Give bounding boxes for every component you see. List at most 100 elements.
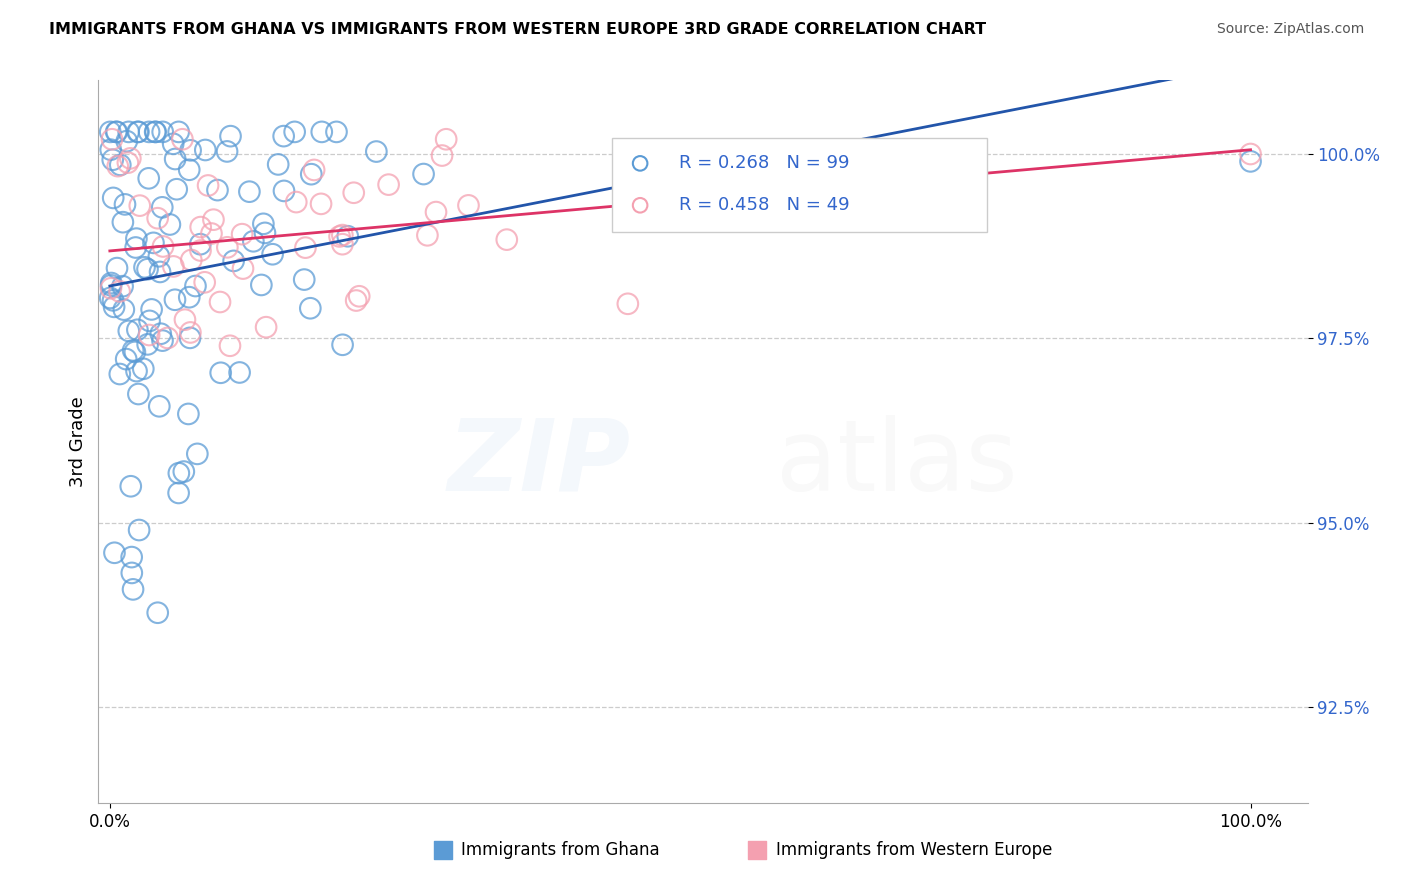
Point <box>100 278 122 293</box>
Point <box>103 300 125 314</box>
Point <box>101 132 124 146</box>
Text: Immigrants from Western Europe: Immigrants from Western Europe <box>776 841 1052 859</box>
Point <box>302 163 325 178</box>
Point <box>309 197 332 211</box>
Point <box>138 314 160 328</box>
Point <box>186 447 208 461</box>
Point <box>108 285 131 299</box>
Point <box>105 125 128 139</box>
Point <box>138 328 160 343</box>
Point <box>174 312 197 326</box>
Point <box>325 125 347 139</box>
Point <box>111 279 134 293</box>
Point <box>250 277 273 292</box>
Point <box>146 211 169 226</box>
Point <box>110 158 132 172</box>
Point <box>114 197 136 211</box>
Point <box>254 320 277 334</box>
Point <box>434 132 457 146</box>
Point <box>194 275 217 289</box>
Point <box>207 183 229 197</box>
Point <box>336 229 359 244</box>
Point <box>115 352 138 367</box>
Point <box>173 465 195 479</box>
Point <box>105 125 128 139</box>
Point <box>117 125 139 139</box>
Point <box>1239 147 1261 161</box>
Text: Source: ZipAtlas.com: Source: ZipAtlas.com <box>1216 22 1364 37</box>
Text: R = 0.458   N = 49: R = 0.458 N = 49 <box>679 196 849 214</box>
Point <box>111 215 134 229</box>
FancyBboxPatch shape <box>613 138 987 232</box>
Point <box>253 226 276 240</box>
Point <box>457 198 479 212</box>
Point <box>136 262 159 277</box>
Point <box>179 326 201 340</box>
Point <box>273 184 295 198</box>
Point <box>197 178 219 193</box>
Point <box>100 143 122 157</box>
Point <box>311 125 333 139</box>
Point <box>232 261 254 276</box>
Point <box>217 240 239 254</box>
Point <box>179 290 201 304</box>
Point <box>128 199 150 213</box>
Y-axis label: 3rd Grade: 3rd Grade <box>69 396 87 487</box>
Point <box>495 233 517 247</box>
Point <box>127 125 149 139</box>
Point <box>330 228 353 243</box>
Point <box>145 125 167 139</box>
Point <box>127 387 149 401</box>
Point <box>377 178 399 192</box>
Point <box>179 331 201 345</box>
Point <box>105 261 128 276</box>
Point <box>143 125 166 139</box>
Point <box>152 239 174 253</box>
Point <box>136 337 159 351</box>
Point <box>284 125 307 139</box>
Point <box>252 217 274 231</box>
Point <box>122 343 145 358</box>
Point <box>238 185 260 199</box>
Point <box>121 566 143 580</box>
Point <box>117 155 139 169</box>
Point <box>343 186 366 200</box>
Point <box>745 151 768 165</box>
Point <box>149 265 172 279</box>
Point <box>115 134 138 148</box>
Point <box>98 125 121 139</box>
Text: atlas: atlas <box>776 415 1017 512</box>
Point <box>100 276 122 290</box>
Point <box>219 339 242 353</box>
Point <box>149 326 172 341</box>
Point <box>122 582 145 597</box>
Point <box>120 152 142 166</box>
Point <box>163 293 186 307</box>
Point <box>222 253 245 268</box>
Point <box>98 291 121 305</box>
Point <box>366 145 388 159</box>
Point <box>180 144 202 158</box>
Point <box>219 129 242 144</box>
Point <box>172 132 194 146</box>
Point <box>146 606 169 620</box>
Point <box>299 301 322 316</box>
Point <box>188 237 211 252</box>
Point <box>101 153 124 167</box>
Point <box>107 159 129 173</box>
Point <box>262 247 284 261</box>
Point <box>120 479 142 493</box>
Point <box>112 302 135 317</box>
Point <box>347 289 370 303</box>
Point <box>118 324 141 338</box>
Point <box>162 260 184 274</box>
Point <box>165 152 187 166</box>
Point <box>101 293 124 308</box>
Point <box>167 486 190 500</box>
Point <box>108 367 131 381</box>
Point <box>103 191 125 205</box>
Point <box>132 361 155 376</box>
Point <box>329 229 352 244</box>
Point <box>167 466 190 480</box>
Point <box>412 167 434 181</box>
